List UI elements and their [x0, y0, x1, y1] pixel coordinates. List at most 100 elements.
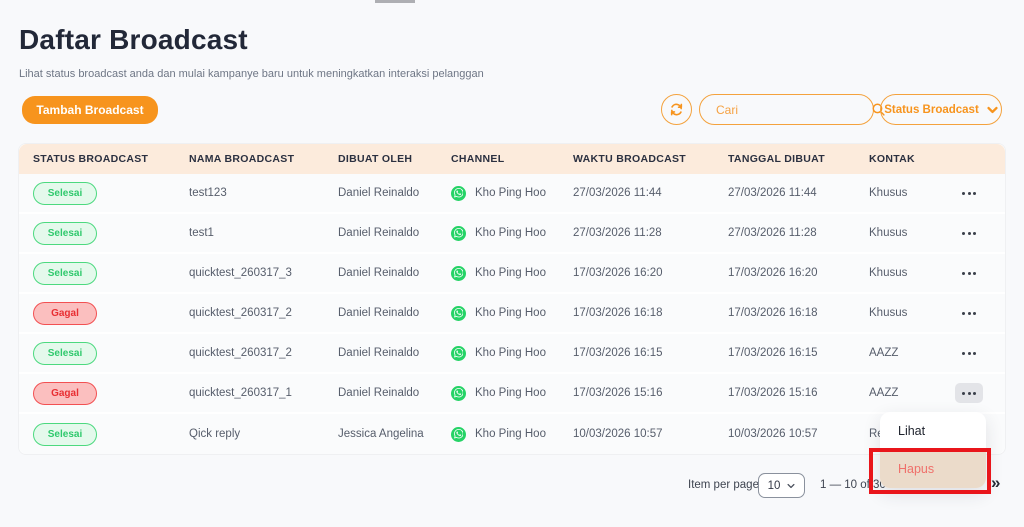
channel-cell: Kho Ping Hoo	[451, 185, 573, 201]
column-header-waktu: WAKTU BROADCAST	[573, 153, 686, 165]
waktu-broadcast-cell: 27/03/2026 11:28	[573, 227, 662, 239]
whatsapp-icon	[451, 385, 466, 401]
channel-cell: Kho Ping Hoo	[451, 305, 573, 321]
channel-cell: Kho Ping Hoo	[451, 385, 573, 401]
kontak-cell: Khusus	[869, 187, 908, 199]
items-per-page-value: 10	[767, 479, 781, 492]
page-subtitle: Lihat status broadcast anda dan mulai ka…	[19, 68, 484, 80]
chevron-down-icon	[987, 106, 998, 114]
row-actions-button[interactable]	[955, 223, 983, 243]
row-actions-button[interactable]	[955, 343, 983, 363]
waktu-broadcast-cell: 10/03/2026 10:57	[573, 428, 663, 440]
items-per-page-label: Item per page:	[688, 479, 763, 491]
dibuat-oleh-cell: Daniel Reinaldo	[338, 307, 420, 319]
tanggal-dibuat-cell: 17/03/2026 16:20	[728, 267, 818, 279]
status-badge: Selesai	[33, 341, 97, 365]
row-actions-button[interactable]	[955, 263, 983, 283]
nama-broadcast-cell: test1	[189, 227, 214, 239]
channel-cell: Kho Ping Hoo	[451, 265, 573, 281]
column-header-status: STATUS BROADCAST	[33, 153, 149, 165]
column-header-nama: NAMA BROADCAST	[189, 153, 295, 165]
row-actions-button[interactable]	[955, 383, 983, 403]
channel-cell: Kho Ping Hoo	[451, 345, 573, 361]
last-page-button[interactable]: »	[991, 473, 1001, 492]
row-actions-button[interactable]	[955, 183, 983, 203]
nama-broadcast-cell: quicktest_260317_2	[189, 347, 292, 359]
chevron-down-icon	[787, 483, 795, 489]
top-edge-artifact	[375, 0, 415, 3]
status-badge: Selesai	[33, 181, 97, 205]
whatsapp-icon	[451, 426, 466, 442]
dibuat-oleh-cell: Daniel Reinaldo	[338, 347, 420, 359]
status-badge: Selesai	[33, 261, 97, 285]
table-row[interactable]: Gagal quicktest_260317_1 Daniel Reinaldo…	[19, 374, 1005, 414]
table-row[interactable]: Selesai quicktest_260317_3 Daniel Reinal…	[19, 254, 1005, 294]
status-badge: Gagal	[33, 381, 97, 405]
kontak-cell: Khusus	[869, 267, 908, 279]
kontak-cell: Khusus	[869, 227, 908, 239]
refresh-icon	[669, 102, 684, 117]
row-actions-button[interactable]	[955, 303, 983, 323]
waktu-broadcast-cell: 17/03/2026 16:18	[573, 307, 663, 319]
add-broadcast-button[interactable]: Tambah Broadcast	[22, 96, 158, 124]
waktu-broadcast-cell: 17/03/2026 16:20	[573, 267, 663, 279]
tanggal-dibuat-cell: 17/03/2026 16:15	[728, 347, 818, 359]
pagination-bar: Item per page: 10 1 — 10 of 30 »	[0, 471, 1024, 501]
nama-broadcast-cell: quicktest_260317_3	[189, 267, 292, 279]
status-badge: Selesai	[33, 422, 97, 446]
table-row[interactable]: Selesai test123 Daniel Reinaldo Kho Ping…	[19, 174, 1005, 214]
status-broadcast-filter[interactable]: Status Broadcast	[880, 94, 1002, 125]
tanggal-dibuat-cell: 10/03/2026 10:57	[728, 428, 818, 440]
waktu-broadcast-cell: 27/03/2026 11:44	[573, 187, 662, 199]
table-header-row: STATUS BROADCAST NAMA BROADCAST DIBUAT O…	[19, 144, 1005, 174]
row-context-menu: Lihat Hapus	[880, 412, 986, 488]
status-badge: Gagal	[33, 301, 97, 325]
channel-name: Kho Ping Hoo	[475, 347, 546, 359]
column-header-dibuat-oleh: DIBUAT OLEH	[338, 153, 413, 165]
status-badge: Selesai	[33, 221, 97, 245]
tanggal-dibuat-cell: 27/03/2026 11:44	[728, 187, 817, 199]
nama-broadcast-cell: quicktest_260317_2	[189, 307, 292, 319]
table-row[interactable]: Gagal quicktest_260317_2 Daniel Reinaldo…	[19, 294, 1005, 334]
column-header-channel: CHANNEL	[451, 153, 505, 165]
channel-name: Kho Ping Hoo	[475, 227, 546, 239]
channel-name: Kho Ping Hoo	[475, 267, 546, 279]
whatsapp-icon	[451, 345, 466, 361]
table-row[interactable]: Selesai test1 Daniel Reinaldo Kho Ping H…	[19, 214, 1005, 254]
page-title: Daftar Broadcast	[19, 24, 248, 55]
column-header-kontak: KONTAK	[869, 153, 915, 165]
nama-broadcast-cell: Qick reply	[189, 428, 241, 440]
nama-broadcast-cell: quicktest_260317_1	[189, 387, 292, 399]
table-body: Selesai test123 Daniel Reinaldo Kho Ping…	[19, 174, 1005, 454]
whatsapp-icon	[451, 225, 466, 241]
dibuat-oleh-cell: Daniel Reinaldo	[338, 387, 420, 399]
items-per-page-select[interactable]: 10	[758, 473, 805, 498]
whatsapp-icon	[451, 185, 466, 201]
waktu-broadcast-cell: 17/03/2026 15:16	[573, 387, 663, 399]
menu-item-lihat[interactable]: Lihat	[898, 424, 926, 438]
whatsapp-icon	[451, 265, 466, 281]
tanggal-dibuat-cell: 17/03/2026 15:16	[728, 387, 818, 399]
kontak-cell: AAZZ	[869, 347, 899, 359]
refresh-button[interactable]	[661, 94, 692, 125]
status-filter-label: Status Broadcast	[884, 103, 979, 116]
dibuat-oleh-cell: Daniel Reinaldo	[338, 227, 420, 239]
tanggal-dibuat-cell: 27/03/2026 11:28	[728, 227, 817, 239]
table-row[interactable]: Selesai quicktest_260317_2 Daniel Reinal…	[19, 334, 1005, 374]
table-row[interactable]: Selesai Qick reply Jessica Angelina Kho …	[19, 414, 1005, 454]
channel-name: Kho Ping Hoo	[475, 387, 546, 399]
kontak-cell: AAZZ	[869, 387, 899, 399]
tanggal-dibuat-cell: 17/03/2026 16:18	[728, 307, 818, 319]
dibuat-oleh-cell: Jessica Angelina	[338, 428, 424, 440]
kontak-cell: Khusus	[869, 307, 908, 319]
dibuat-oleh-cell: Daniel Reinaldo	[338, 267, 420, 279]
nama-broadcast-cell: test123	[189, 187, 227, 199]
menu-item-hapus[interactable]: Hapus	[880, 450, 986, 488]
search-input[interactable]	[716, 102, 871, 117]
search-field[interactable]	[699, 94, 885, 125]
channel-cell: Kho Ping Hoo	[451, 426, 573, 442]
channel-name: Kho Ping Hoo	[475, 187, 546, 199]
channel-cell: Kho Ping Hoo	[451, 225, 573, 241]
pagination-range-text: 1 — 10 of 30	[820, 479, 886, 491]
